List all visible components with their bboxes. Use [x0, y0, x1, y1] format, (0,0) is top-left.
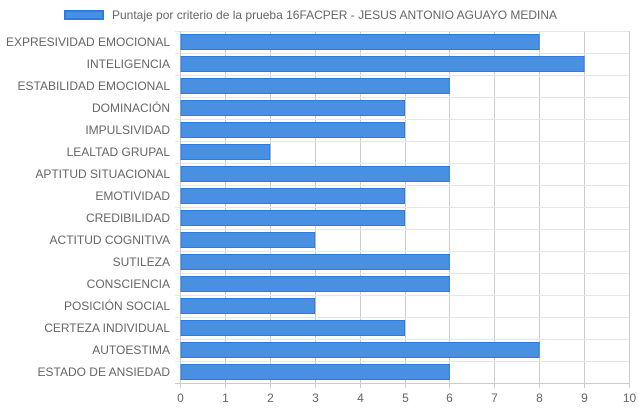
bar[interactable]	[180, 320, 405, 336]
y-category-label: AUTOESTIMA	[92, 343, 170, 357]
bar[interactable]	[180, 100, 405, 116]
y-category-label: CERTEZA INDIVIDUAL	[44, 321, 170, 335]
x-tick-label: 0	[177, 391, 184, 405]
y-category-label: APTITUD SITUACIONAL	[35, 167, 170, 181]
y-category-label: DOMINACIÓN	[92, 100, 170, 115]
y-category-label: POSICIÓN SOCIAL	[64, 298, 170, 313]
bars	[180, 34, 585, 380]
x-tick-label: 1	[222, 391, 229, 405]
x-axis-labels: 0 1 2 3 4 5 6 7 8 9 10	[177, 391, 636, 405]
y-category-label: CONSCIENCIA	[87, 277, 170, 291]
y-category-label: SUTILEZA	[113, 255, 170, 269]
bar[interactable]	[180, 342, 540, 358]
x-tick-label: 2	[267, 391, 274, 405]
bar[interactable]	[180, 56, 585, 72]
y-category-label: EXPRESIVIDAD EMOCIONAL	[6, 35, 170, 49]
bar[interactable]	[180, 232, 316, 248]
bar[interactable]	[180, 122, 405, 138]
y-category-label: LEALTAD GRUPAL	[67, 145, 171, 159]
y-category-label: ESTADO DE ANSIEDAD	[38, 365, 171, 379]
y-category-label: CREDIBILIDAD	[86, 211, 170, 225]
bar[interactable]	[180, 166, 450, 182]
y-category-label: IMPULSIVIDAD	[85, 123, 170, 137]
x-tick-label: 4	[357, 391, 364, 405]
y-category-label: EMOTIVIDAD	[95, 189, 170, 203]
x-tick-label: 6	[446, 391, 453, 405]
y-category-label: ESTABILIDAD EMOCIONAL	[18, 79, 171, 93]
x-tick-label: 9	[581, 391, 588, 405]
chart-legend[interactable]: Puntaje por criterio de la prueba 16FACP…	[64, 7, 557, 23]
x-tick-label: 8	[536, 391, 543, 405]
x-tick-label: 7	[491, 391, 498, 405]
bar[interactable]	[180, 276, 450, 292]
bar[interactable]	[180, 254, 450, 270]
bar[interactable]	[180, 364, 450, 380]
legend-label: Puntaje por criterio de la prueba 16FACP…	[112, 8, 558, 22]
y-category-label: INTELIGENCIA	[87, 57, 170, 71]
bar[interactable]	[180, 34, 540, 50]
bar[interactable]	[180, 298, 316, 314]
y-axis-labels: EXPRESIVIDAD EMOCIONAL INTELIGENCIA ESTABI…	[6, 35, 170, 379]
x-tick-label: 3	[312, 391, 319, 405]
legend-swatch	[64, 10, 104, 20]
y-category-label: ACTITUD COGNITIVA	[50, 233, 170, 247]
x-tick-label: 10	[623, 391, 637, 405]
bar[interactable]	[180, 144, 271, 160]
bar[interactable]	[180, 188, 405, 204]
bar[interactable]	[180, 78, 450, 94]
x-tick-label: 5	[402, 391, 409, 405]
bar[interactable]	[180, 210, 405, 226]
